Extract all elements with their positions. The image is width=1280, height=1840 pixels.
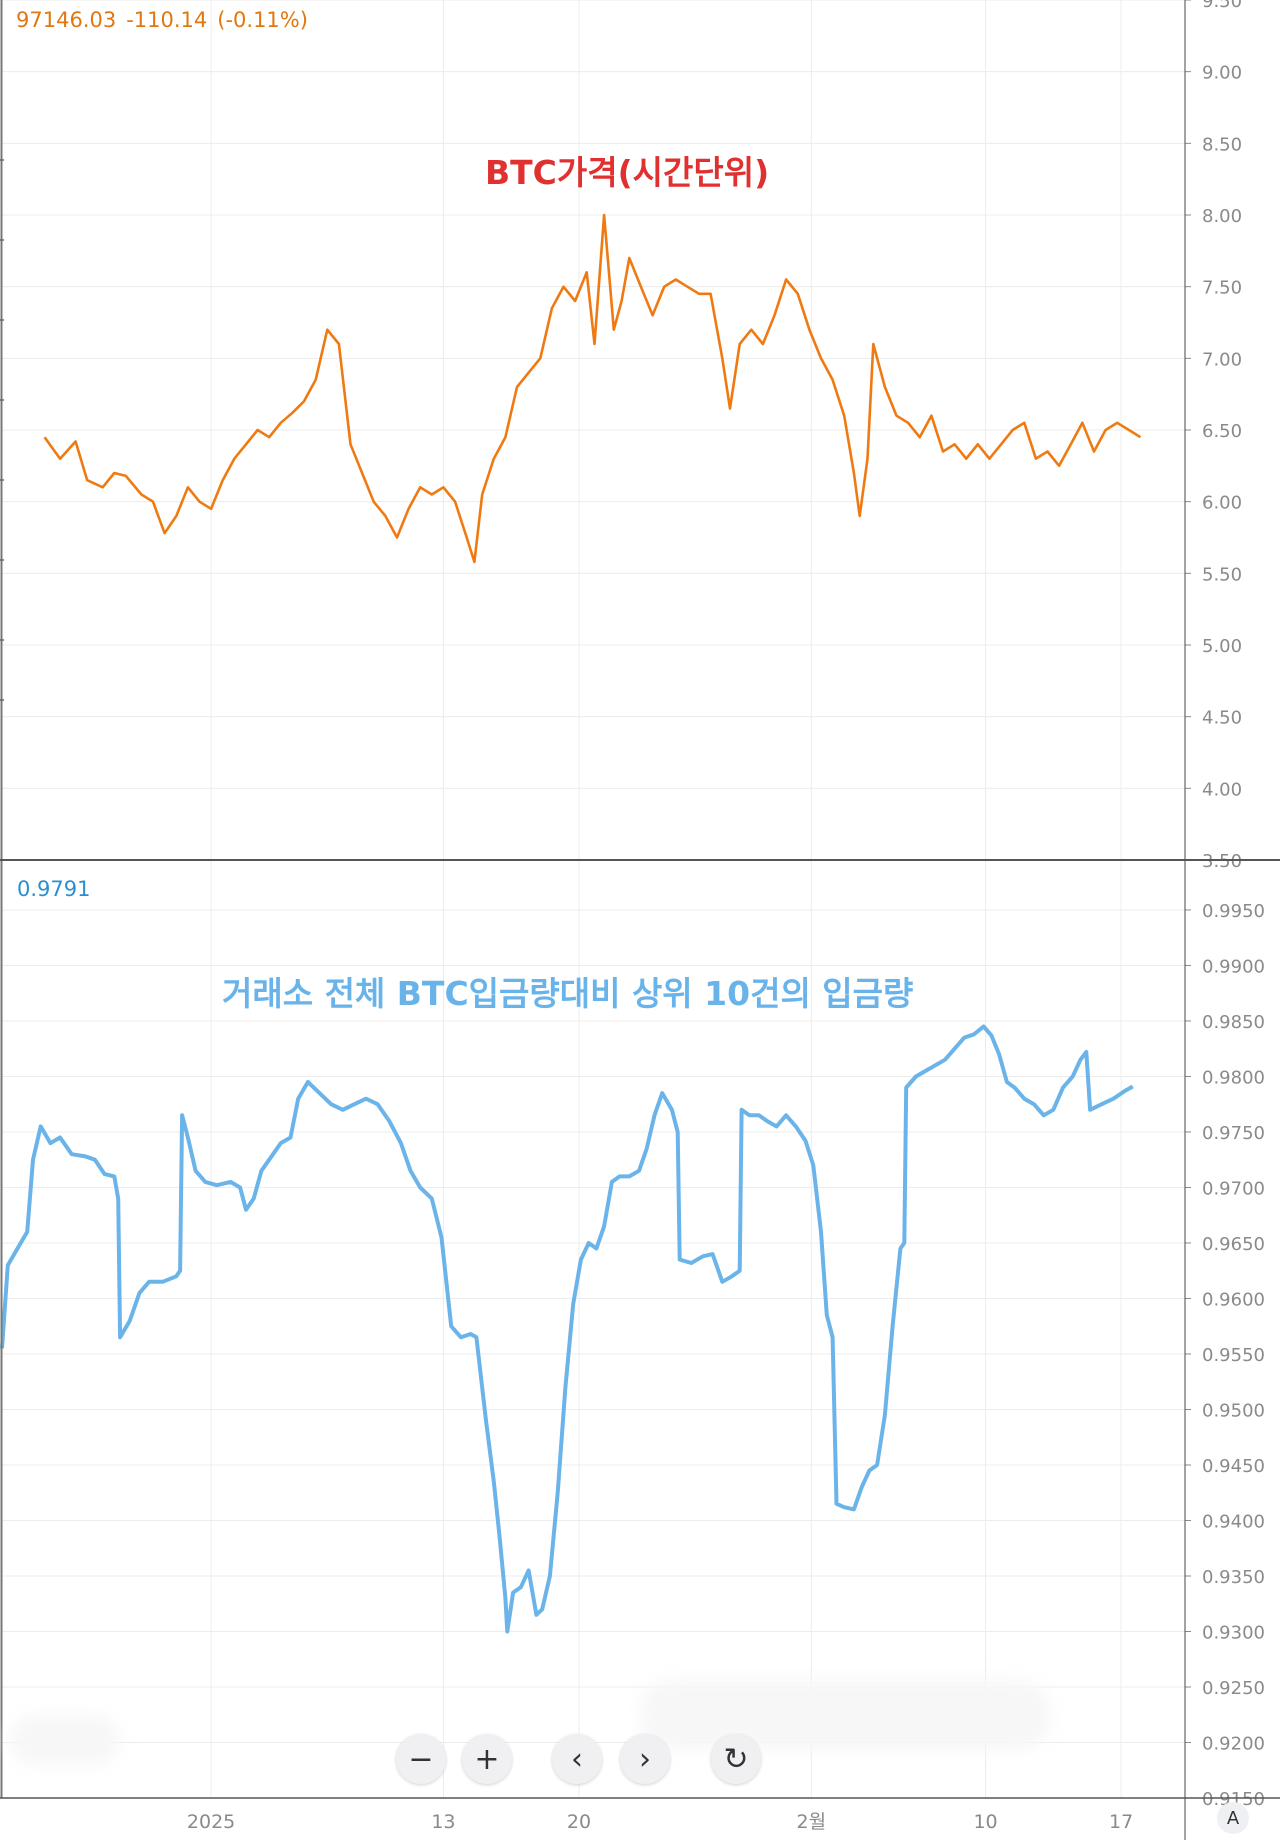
ratio-ytick-label: 0.9900 — [1202, 956, 1265, 977]
ratio-ytick-label: 0.9200 — [1202, 1733, 1265, 1754]
reset-button[interactable]: ↻ — [711, 1734, 761, 1784]
blurred-area-left — [10, 1715, 120, 1765]
zoom-in-button[interactable]: + — [462, 1734, 512, 1784]
reset-icon: ↻ — [723, 1741, 749, 1777]
price-ytick-label: 8.00 — [1202, 206, 1242, 227]
minus-icon: − — [408, 1741, 434, 1777]
price-ytick-label: 5.50 — [1202, 564, 1242, 585]
ratio-ytick-label: 0.9950 — [1202, 901, 1265, 922]
xtick-label: 2월 — [797, 1811, 827, 1833]
ratio-series-line — [0, 1024, 1134, 1634]
blurred-area-right — [640, 1680, 1050, 1750]
price-ytick-label: 9.00 — [1202, 63, 1242, 84]
xtick-label: 13 — [431, 1811, 455, 1833]
xtick-label: 17 — [1109, 1811, 1133, 1833]
ratio-ytick-label: 0.9650 — [1202, 1234, 1265, 1255]
price-legend: 97146.03 -110.14 (-0.11%) — [16, 8, 318, 32]
ratio-ytick-label: 0.9300 — [1202, 1622, 1265, 1643]
price-value: 97146.03 — [16, 8, 117, 32]
scroll-left-button[interactable]: ‹ — [552, 1734, 602, 1784]
price-ytick-label: 6.00 — [1202, 493, 1242, 514]
price-pane-title: BTC가격(시간단위) — [485, 153, 770, 192]
ratio-ytick-label: 0.9750 — [1202, 1123, 1265, 1144]
ratio-ytick-label: 0.9800 — [1202, 1067, 1265, 1088]
chevron-right-icon: › — [639, 1741, 651, 1777]
ratio-ytick-label: 0.9400 — [1202, 1511, 1265, 1532]
ratio-ytick-label: 0.9850 — [1202, 1012, 1265, 1033]
plus-icon: + — [474, 1741, 500, 1777]
ratio-legend: 0.9791 — [17, 877, 90, 901]
price-change: -110.14 — [126, 8, 208, 32]
auto-scale-label: A — [1226, 1807, 1240, 1829]
xtick-label: 20 — [567, 1811, 591, 1833]
price-ytick-label: 4.50 — [1202, 708, 1242, 729]
price-ytick-label: 7.00 — [1202, 349, 1242, 370]
price-ytick-label: 9.50 — [1202, 0, 1242, 12]
xtick-label: 2025 — [187, 1811, 235, 1833]
ratio-ytick-label: 0.9550 — [1202, 1345, 1265, 1366]
ratio-ytick-label: 0.9350 — [1202, 1567, 1265, 1588]
xtick-label: 10 — [973, 1811, 997, 1833]
ratio-ytick-label: 0.9600 — [1202, 1289, 1265, 1310]
ratio-pane-title: 거래소 전체 BTC입금량대비 상위 10건의 입금량 — [222, 974, 914, 1013]
price-ytick-label: 4.00 — [1202, 779, 1242, 800]
price-change-pct: (-0.11%) — [217, 8, 308, 32]
price-ytick-label: 5.00 — [1202, 636, 1242, 657]
ratio-ytick-label: 0.9500 — [1202, 1400, 1265, 1421]
price-ytick-label: 6.50 — [1202, 421, 1242, 442]
price-ytick-label: 8.50 — [1202, 134, 1242, 155]
price-series-line — [43, 213, 1142, 564]
chevron-left-icon: ‹ — [571, 1741, 583, 1777]
ratio-ytick-label: 0.9450 — [1202, 1456, 1265, 1477]
scroll-right-button[interactable]: › — [620, 1734, 670, 1784]
ratio-ytick-label: 0.9150 — [1202, 1789, 1265, 1810]
price-ytick-label: 7.50 — [1202, 278, 1242, 299]
ratio-value: 0.9791 — [17, 877, 91, 901]
price-ytick-label: 3.50 — [1202, 851, 1242, 872]
zoom-out-button[interactable]: − — [396, 1734, 446, 1784]
ratio-ytick-label: 0.9250 — [1202, 1678, 1265, 1699]
ratio-ytick-label: 0.9700 — [1202, 1178, 1265, 1199]
auto-scale-toggle[interactable]: A — [1217, 1802, 1249, 1834]
